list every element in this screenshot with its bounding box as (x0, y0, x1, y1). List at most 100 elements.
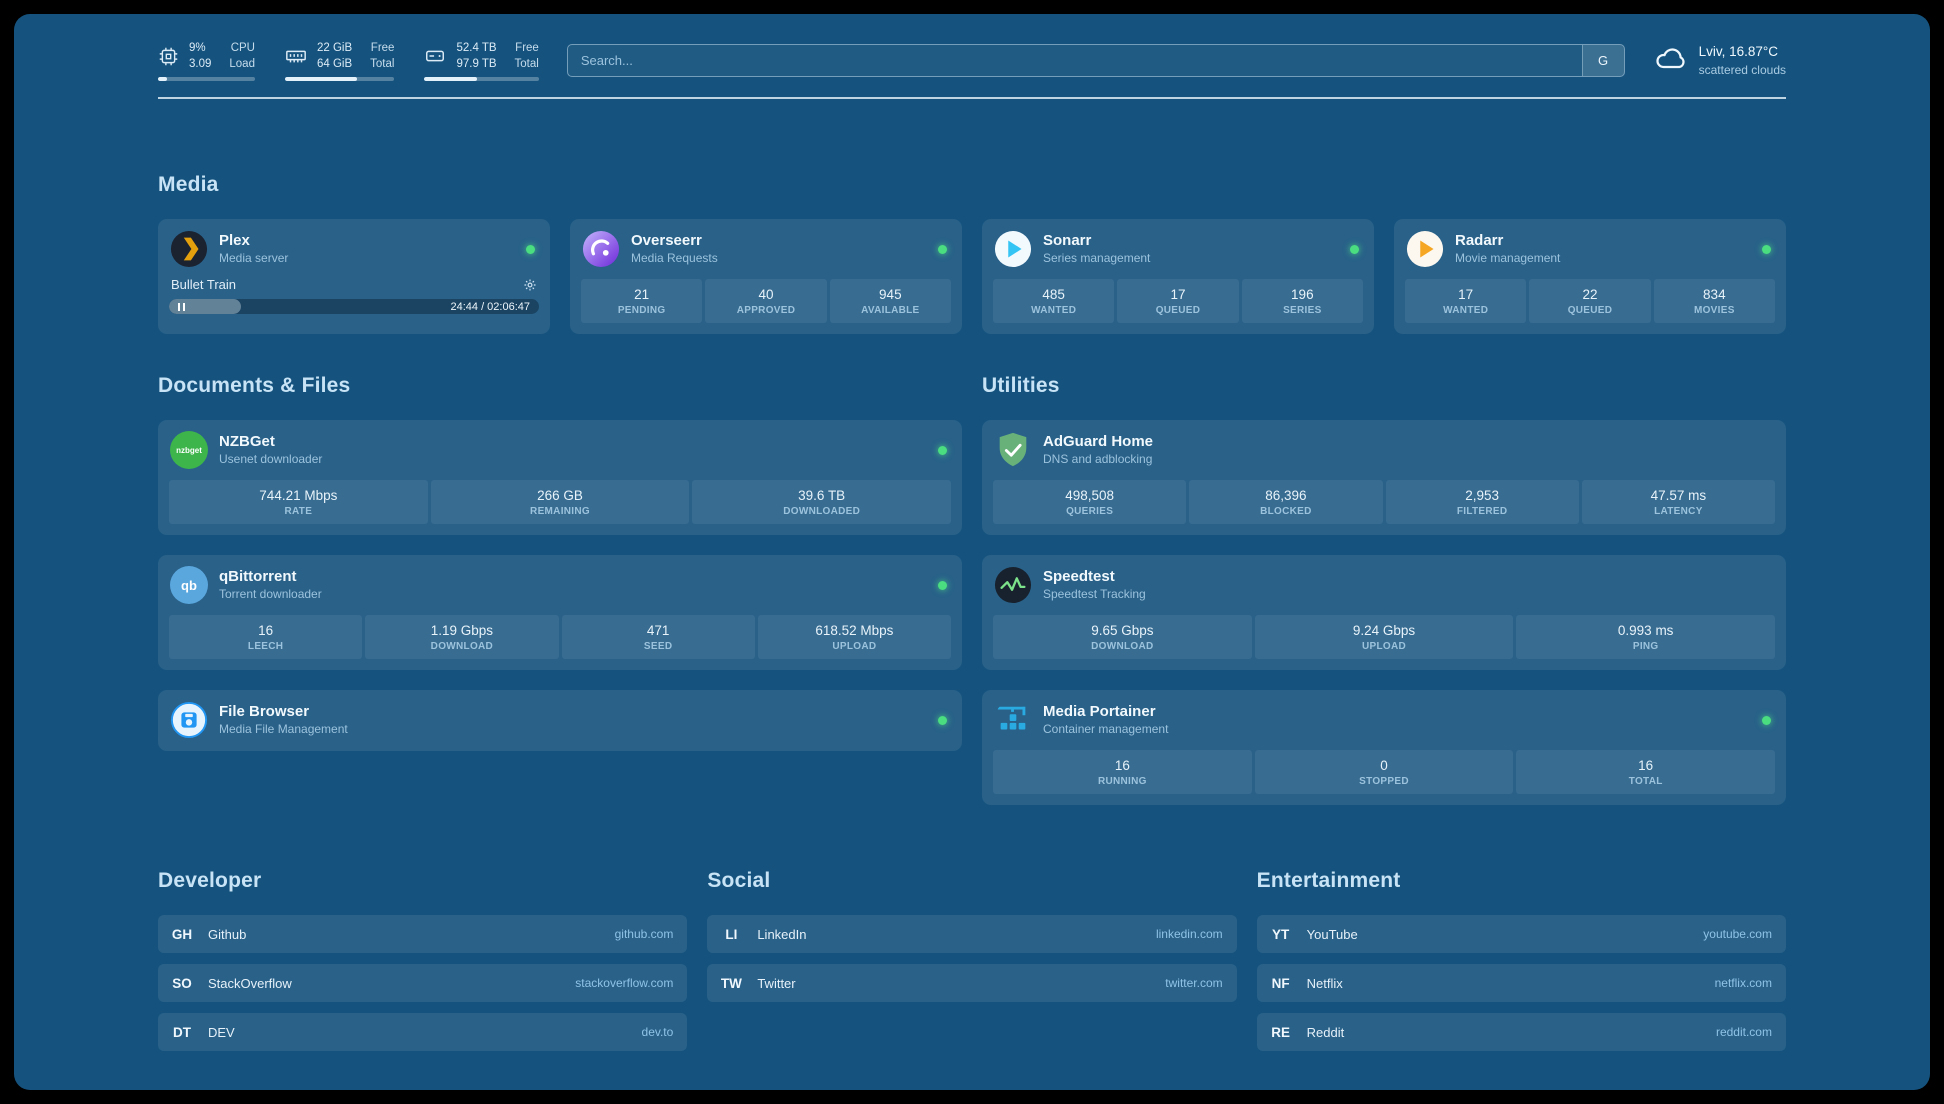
plex-icon (170, 230, 208, 268)
section-utilities: Utilities AdGuard Home (982, 374, 1786, 806)
nzbget-icon: nzbget (170, 431, 208, 470)
service-stats: 9.65 Gbps DOWNLOAD 9.24 Gbps UPLOAD 0.99… (993, 615, 1776, 660)
service-name: Media Portainer (1043, 702, 1156, 720)
bookmark-reddit[interactable]: RE Reddit reddit.com (1256, 1013, 1786, 1052)
status-dot (1762, 715, 1771, 725)
bookmark-url: netflix.com (1714, 976, 1772, 991)
service-name: Radarr (1455, 231, 1504, 249)
stat-queued: 22 QUEUED (1529, 279, 1651, 324)
service-name: AdGuard Home (1043, 432, 1154, 450)
cloud-icon (1653, 40, 1689, 81)
status-dot (938, 580, 947, 590)
bookmark-group-social: Social LI LinkedIn linkedin.com TW Twitt… (707, 869, 1237, 1003)
cpu-icon (158, 46, 179, 67)
service-name: Plex (219, 231, 250, 249)
stat-remaining: 266 GB REMAINING (430, 480, 690, 525)
search-input[interactable] (567, 45, 1582, 77)
cpu-usage-bar (158, 77, 255, 82)
stat-series: 196 SERIES (1241, 279, 1363, 324)
bookmark-group-developer: Developer GH Github github.com SO StackO… (158, 869, 688, 1052)
memory-widget: 22 GiB 64 GiB Free Total (284, 40, 395, 82)
cpu-percent: 9% (189, 42, 206, 54)
bookmark-abbr: YT (1272, 926, 1290, 942)
memory-usage-bar (284, 77, 395, 82)
service-description: Series management (1043, 251, 1151, 266)
cpu-widget: 9% 3.09 CPU Load (158, 40, 255, 82)
cpu-values: 9% 3.09 (189, 40, 211, 72)
service-name: Overseerr (631, 231, 702, 249)
bookmark-abbr: LI (725, 926, 738, 942)
service-description: Media File Management (219, 722, 348, 737)
radarr-icon (1406, 230, 1444, 268)
service-description: Movie management (1455, 251, 1561, 266)
service-description: Usenet downloader (219, 452, 323, 467)
bookmark-url: reddit.com (1715, 1025, 1772, 1040)
bookmark-github[interactable]: GH Github github.com (158, 915, 688, 954)
section-media: Media Plex Media server (158, 173, 1786, 335)
disk-labels: Free Total (514, 42, 539, 71)
search-bar[interactable]: G (566, 44, 1625, 78)
status-dot (526, 244, 535, 254)
service-description: Torrent downloader (219, 587, 322, 602)
stat-upload: 618.52 Mbps UPLOAD (757, 615, 951, 660)
service-stats: 744.21 Mbps RATE 266 GB REMAINING 39.6 T… (169, 480, 952, 525)
disk-icon (424, 45, 446, 67)
bookmark-twitter[interactable]: TW Twitter twitter.com (707, 964, 1237, 1003)
status-dot (938, 715, 947, 725)
overseerr-icon (582, 230, 620, 268)
service-card-adguard[interactable]: AdGuard Home DNS and adblocking 498,508 … (982, 420, 1786, 536)
stat-queries: 498,508 QUERIES (993, 480, 1187, 525)
service-card-radarr[interactable]: Radarr Movie management 17 WANTED 22 QUE… (1394, 219, 1786, 335)
bookmark-linkedin[interactable]: LI LinkedIn linkedin.com (707, 915, 1237, 954)
stat-queued: 17 QUEUED (1117, 279, 1239, 324)
service-card-nzbget[interactable]: nzbget NZBGet Usenet downloader 744.21 M… (158, 420, 962, 536)
status-dot (1762, 244, 1771, 254)
bookmark-abbr: DT (173, 1024, 191, 1040)
bookmark-url: stackoverflow.com (575, 976, 674, 991)
disk-usage-bar (424, 77, 539, 82)
bookmark-youtube[interactable]: YT YouTube youtube.com (1256, 915, 1786, 954)
service-card-sonarr[interactable]: Sonarr Series management 485 WANTED 17 Q… (982, 219, 1374, 335)
search-provider-button[interactable]: G (1581, 45, 1624, 77)
bookmark-url: youtube.com (1703, 927, 1772, 942)
service-card-portainer[interactable]: Media Portainer Container management 16 … (982, 690, 1786, 806)
cpu-labels: CPU Load (229, 42, 255, 71)
bookmark-url: linkedin.com (1155, 927, 1223, 942)
stat-leech: 16 LEECH (169, 615, 363, 660)
memory-labels: Free Total (370, 42, 395, 71)
section-title-documents: Documents & Files (158, 374, 351, 398)
bookmark-netflix[interactable]: NF Netflix netflix.com (1256, 964, 1786, 1003)
stat-latency: 47.57 ms LATENCY (1581, 480, 1775, 525)
service-card-filebrowser[interactable]: File Browser Media File Management (158, 690, 962, 752)
bookmark-name: Twitter (757, 975, 796, 991)
stat-stopped: 0 STOPPED (1254, 750, 1514, 795)
bookmark-name: StackOverflow (208, 975, 292, 991)
service-description: Container management (1043, 722, 1169, 737)
bookmark-url: github.com (614, 927, 674, 942)
bookmark-stackoverflow[interactable]: SO StackOverflow stackoverflow.com (158, 964, 688, 1003)
now-playing-title: Bullet Train (171, 277, 237, 293)
stat-ping: 0.993 ms PING (1516, 615, 1776, 660)
section-title-media: Media (158, 173, 219, 197)
bookmark-name: Reddit (1306, 1024, 1345, 1040)
bookmark-group-entertainment: Entertainment YT YouTube youtube.com NF … (1256, 869, 1786, 1052)
service-card-qbittorrent[interactable]: qb qBittorrent Torrent downloader 16 (158, 555, 962, 671)
pause-icon[interactable] (178, 302, 185, 311)
bookmark-group-title: Entertainment (1256, 869, 1401, 893)
qbittorrent-icon: qb (170, 566, 208, 605)
adguard-icon (994, 431, 1032, 469)
service-card-overseerr[interactable]: Overseerr Media Requests 21 PENDING 40 A… (570, 219, 962, 335)
speedtest-icon (994, 566, 1032, 604)
stat-wanted: 17 WANTED (1405, 279, 1527, 324)
gear-icon[interactable] (523, 278, 537, 292)
service-card-plex[interactable]: Plex Media server Bullet Train (158, 219, 550, 335)
service-name: File Browser (219, 702, 310, 720)
service-card-speedtest[interactable]: Speedtest Speedtest Tracking 9.65 Gbps D… (982, 555, 1786, 671)
status-dot (938, 445, 947, 455)
bookmark-dev[interactable]: DT DEV dev.to (158, 1013, 688, 1052)
service-stats: 16 RUNNING 0 STOPPED 16 TOTAL (993, 750, 1776, 795)
bookmark-group-title: Developer (158, 869, 262, 893)
stat-seed: 471 SEED (561, 615, 755, 660)
stat-movies: 834 MOVIES (1653, 279, 1775, 324)
section-documents: Documents & Files nzbget NZBGet Usenet d… (158, 374, 962, 752)
